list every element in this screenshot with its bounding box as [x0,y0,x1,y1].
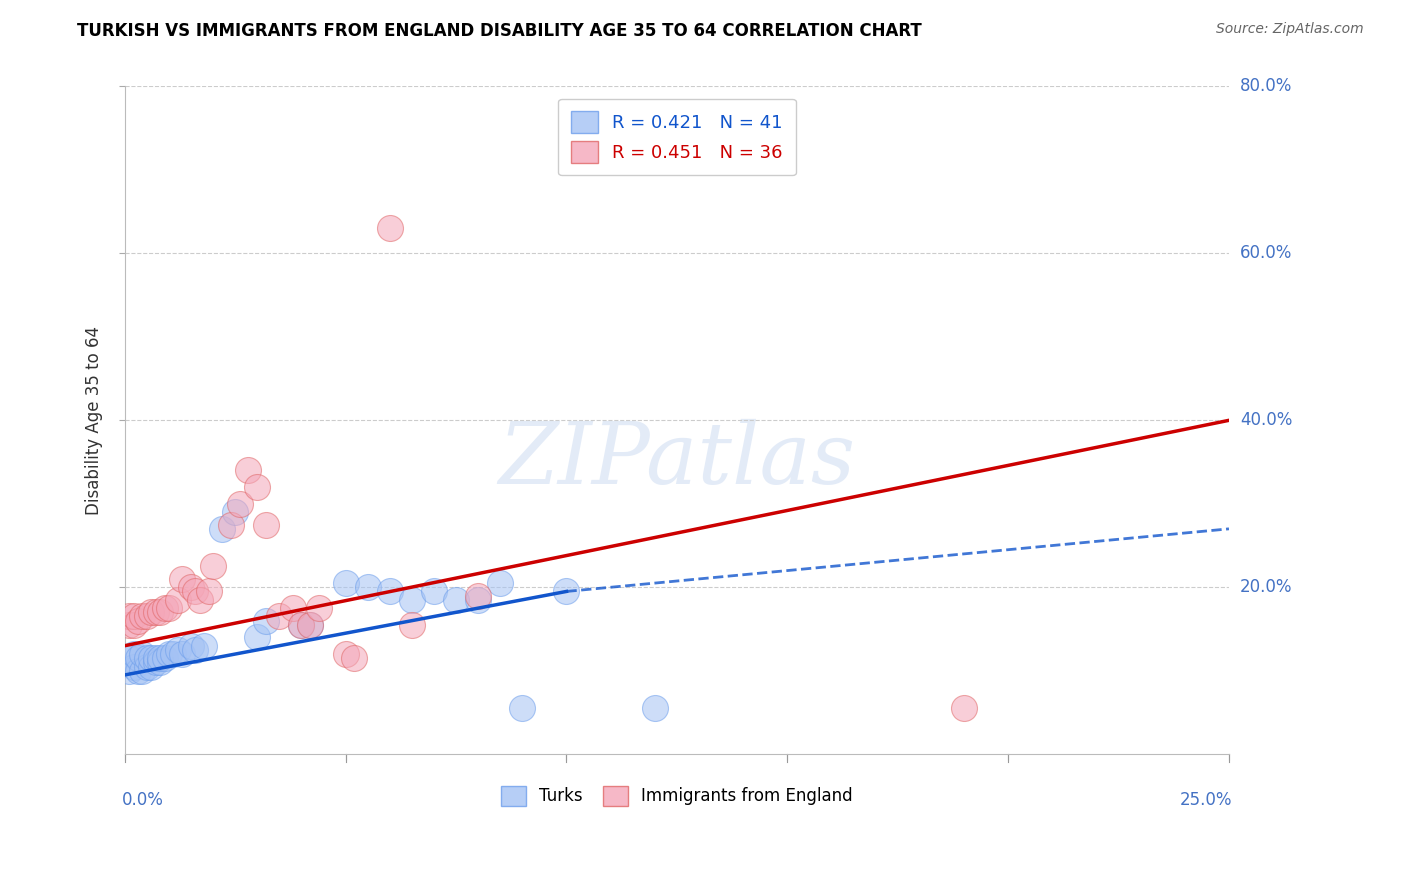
Point [157,647,180,661]
Text: TURKISH VS IMMIGRANTS FROM ENGLAND DISABILITY AGE 35 TO 64 CORRELATION CHART: TURKISH VS IMMIGRANTS FROM ENGLAND DISAB… [77,22,922,40]
Text: 60.0%: 60.0% [1240,244,1292,262]
Point [131,647,153,661]
Point [401,592,423,607]
Point [224,505,246,519]
Point [127,614,149,628]
Text: 20.0%: 20.0% [1240,578,1292,596]
Point [135,659,157,673]
Point [118,609,141,624]
Point [281,601,304,615]
Point [299,617,322,632]
Point [141,605,163,619]
Point [555,584,578,599]
Point [180,639,202,653]
Point [423,584,446,599]
Point [135,609,157,624]
Point [246,480,269,494]
Text: 25.0%: 25.0% [1180,791,1232,809]
Point [401,617,423,632]
Point [211,522,233,536]
Point [489,576,512,591]
Point [118,651,141,665]
Point [153,651,176,665]
Point [202,559,225,574]
Point [467,589,489,603]
Point [953,701,976,715]
Point [162,647,184,661]
Point [188,592,211,607]
Text: Source: ZipAtlas.com: Source: ZipAtlas.com [1216,22,1364,37]
Point [228,497,250,511]
Point [141,651,163,665]
Point [135,651,157,665]
Point [269,609,291,624]
Point [118,664,141,678]
Point [122,609,145,624]
Point [145,656,167,670]
Point [290,617,312,632]
Point [131,664,153,678]
Point [246,631,269,645]
Point [193,639,215,653]
Point [118,617,141,632]
Y-axis label: Disability Age 35 to 64: Disability Age 35 to 64 [86,326,103,515]
Text: 0.0%: 0.0% [121,791,163,809]
Legend: Turks, Immigrants from England: Turks, Immigrants from England [495,779,859,813]
Point [166,592,188,607]
Point [378,221,401,235]
Point [172,572,194,586]
Point [308,601,330,615]
Point [184,643,207,657]
Point [180,580,202,594]
Point [343,651,366,665]
Point [122,617,145,632]
Point [145,651,167,665]
Point [145,605,167,619]
Point [299,617,322,632]
Point [131,609,153,624]
Point [335,647,357,661]
Point [149,605,172,619]
Text: ZIPatlas: ZIPatlas [498,419,855,501]
Text: 40.0%: 40.0% [1240,411,1292,429]
Point [238,463,260,477]
Point [290,617,312,632]
Point [157,601,180,615]
Point [127,651,149,665]
Point [510,701,533,715]
Point [141,659,163,673]
Point [172,647,194,661]
Point [467,592,489,607]
Point [149,651,172,665]
Point [197,584,219,599]
Point [644,701,666,715]
Point [153,601,176,615]
Point [254,517,277,532]
Point [184,584,207,599]
Point [149,656,172,670]
Point [219,517,242,532]
Point [122,647,145,661]
Point [357,580,380,594]
Point [444,592,467,607]
Point [122,659,145,673]
Point [754,142,776,156]
Point [378,584,401,599]
Point [335,576,357,591]
Text: 80.0%: 80.0% [1240,78,1292,95]
Point [166,643,188,657]
Point [254,614,277,628]
Point [127,664,149,678]
